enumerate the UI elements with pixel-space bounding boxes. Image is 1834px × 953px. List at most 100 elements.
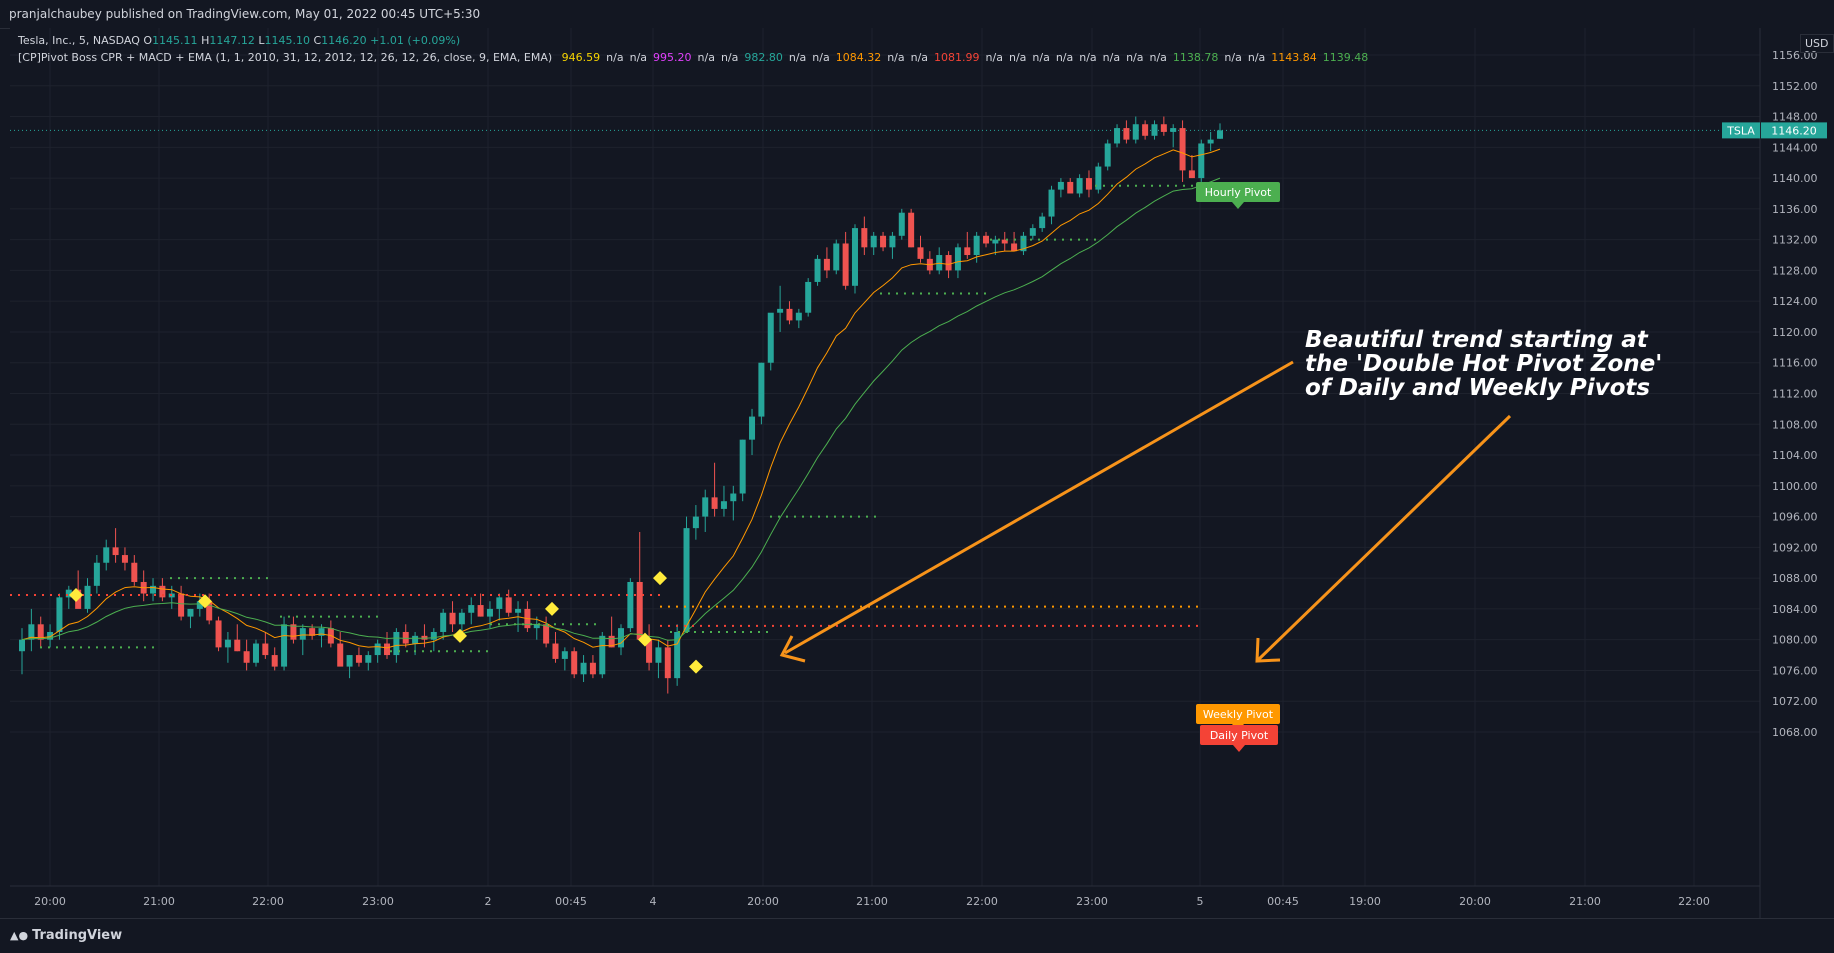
candle-body[interactable] [1151, 124, 1158, 136]
candle-body[interactable] [870, 235, 877, 248]
candle-body[interactable] [131, 562, 138, 582]
candle-body[interactable] [917, 247, 924, 259]
candle-body[interactable] [505, 597, 512, 613]
candle-body[interactable] [412, 635, 419, 644]
candle-body[interactable] [674, 631, 681, 679]
candle-body[interactable] [318, 628, 325, 636]
candle-body[interactable] [983, 235, 990, 244]
candle-body[interactable] [786, 308, 793, 321]
candle-body[interactable] [178, 593, 185, 617]
candle-body[interactable] [1057, 181, 1064, 190]
candle-body[interactable] [290, 624, 297, 640]
candle-body[interactable] [1076, 178, 1083, 194]
candle-body[interactable] [150, 585, 157, 594]
candle-body[interactable] [393, 631, 400, 656]
candle-body[interactable] [1132, 124, 1139, 140]
candle-body[interactable] [215, 620, 222, 648]
weekly-pivot-tag-bg[interactable] [1196, 704, 1280, 724]
candle-body[interactable] [262, 643, 269, 656]
candle-body[interactable] [973, 235, 980, 256]
candle-body[interactable] [1160, 124, 1167, 132]
candle-body[interactable] [56, 597, 63, 632]
candle-body[interactable] [1104, 143, 1111, 167]
candle-body[interactable] [1207, 139, 1214, 144]
candle-body[interactable] [936, 255, 943, 271]
candle-body[interactable] [739, 439, 746, 494]
candle-body[interactable] [1095, 166, 1102, 190]
candle-body[interactable] [795, 312, 802, 321]
candle-body[interactable] [1188, 170, 1195, 179]
candle-body[interactable] [702, 497, 709, 517]
candle-body[interactable] [224, 639, 231, 648]
candle-body[interactable] [468, 605, 475, 613]
candle-body[interactable] [1198, 143, 1205, 179]
candle-body[interactable] [664, 647, 671, 679]
candle-body[interactable] [243, 651, 250, 663]
candle-body[interactable] [561, 651, 568, 659]
signal-diamond[interactable] [69, 588, 83, 603]
candle-body[interactable] [851, 228, 858, 286]
candle-body[interactable] [440, 612, 447, 632]
candle-body[interactable] [374, 643, 381, 656]
symbol-name[interactable]: Tesla, Inc., 5, NASDAQ [18, 34, 140, 47]
candle-body[interactable] [599, 635, 606, 675]
candle-body[interactable] [1048, 189, 1055, 217]
candle-body[interactable] [945, 255, 952, 271]
candle-body[interactable] [402, 631, 409, 644]
candle-body[interactable] [28, 624, 35, 640]
candle-body[interactable] [19, 639, 25, 652]
candle-body[interactable] [608, 635, 615, 648]
candle-body[interactable] [346, 655, 353, 667]
candle-body[interactable] [1085, 178, 1092, 190]
currency-label[interactable]: USD [1800, 34, 1834, 53]
last-price-tag-bg[interactable] [1761, 122, 1827, 139]
candle-body[interactable] [365, 655, 372, 663]
candle-body[interactable] [627, 581, 634, 629]
candle-body[interactable] [1011, 243, 1018, 252]
candle-body[interactable] [842, 243, 849, 286]
candle-body[interactable] [655, 647, 662, 663]
candle-body[interactable] [159, 585, 166, 598]
signal-diamond[interactable] [545, 601, 559, 616]
candle-body[interactable] [1020, 235, 1027, 252]
candle-body[interactable] [421, 635, 428, 640]
candle-body[interactable] [1029, 228, 1036, 236]
candle-body[interactable] [281, 624, 288, 667]
candle-body[interactable] [767, 312, 774, 363]
candle-body[interactable] [1170, 128, 1177, 132]
candle-body[interactable] [1179, 128, 1186, 171]
daily-pivot-tag-bg[interactable] [1200, 725, 1278, 745]
candle-body[interactable] [384, 643, 391, 656]
signal-diamond[interactable] [198, 594, 212, 609]
signal-diamond[interactable] [638, 632, 652, 647]
candle-body[interactable] [749, 416, 756, 440]
candle-body[interactable] [93, 562, 100, 586]
signal-diamond[interactable] [453, 628, 467, 643]
candle-body[interactable] [992, 239, 999, 244]
candle-body[interactable] [65, 589, 72, 598]
candle-body[interactable] [477, 605, 484, 617]
candle-body[interactable] [430, 631, 437, 640]
candle-body[interactable] [543, 624, 550, 644]
candle-body[interactable] [103, 547, 110, 563]
candle-body[interactable] [309, 628, 316, 636]
signal-diamond[interactable] [653, 571, 667, 586]
tradingview-logo[interactable]: ▲● TradingView [10, 928, 122, 943]
candle-body[interactable] [271, 655, 278, 667]
candle-body[interactable] [880, 235, 887, 248]
candle-body[interactable] [355, 655, 362, 663]
indicator-name[interactable]: [CP]Pivot Boss CPR + MACD + EMA (1, 1, 2… [18, 51, 553, 64]
candle-body[interactable] [234, 639, 241, 652]
candle-body[interactable] [1039, 216, 1046, 229]
candle-body[interactable] [589, 662, 596, 675]
candle-body[interactable] [337, 643, 344, 667]
candle-body[interactable] [908, 212, 915, 248]
candle-body[interactable] [777, 308, 784, 313]
candle-body[interactable] [486, 608, 493, 617]
candle-body[interactable] [898, 212, 905, 236]
candle-body[interactable] [449, 612, 456, 625]
candle-body[interactable] [580, 662, 587, 675]
signal-diamond[interactable] [689, 659, 703, 674]
candle-body[interactable] [1067, 181, 1074, 194]
candle-body[interactable] [252, 643, 259, 663]
